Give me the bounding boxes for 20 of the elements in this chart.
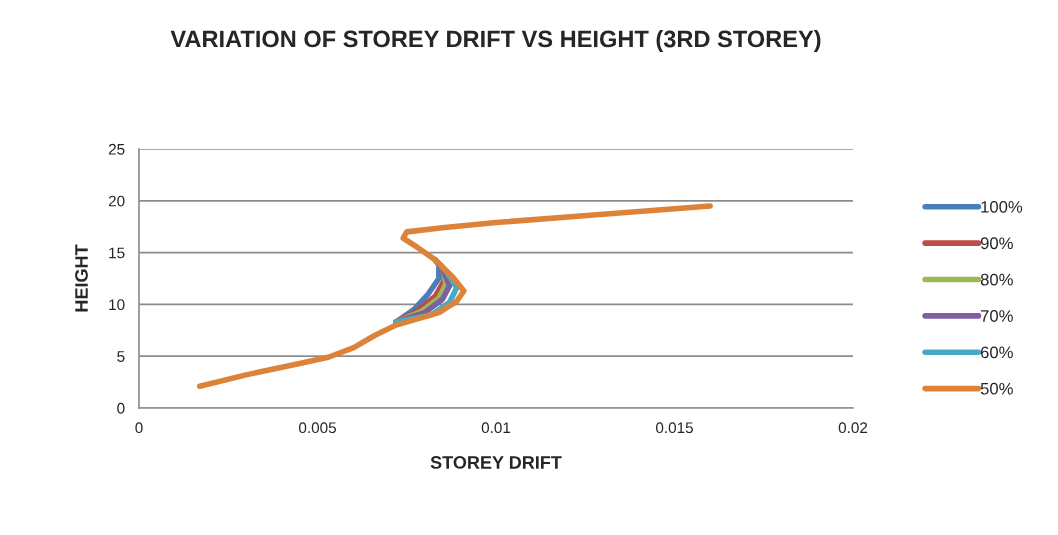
y-tick-label: 5	[117, 351, 125, 362]
y-tick-label: 25	[108, 143, 125, 155]
y-axis-title: HEIGHT	[75, 244, 88, 312]
legend-label: 70%	[980, 310, 1013, 322]
x-tick-label: 0.02	[838, 422, 868, 434]
legend-label: 60%	[980, 346, 1013, 359]
legend-label: 90%	[980, 237, 1013, 250]
chart-title: VARIATION OF STOREY DRIFT VS HEIGHT (3RD STOREY)	[170, 30, 821, 53]
x-tick-label: 0.005	[298, 422, 336, 434]
x-axis-title: STOREY DRIFT	[430, 456, 562, 469]
x-tick-label: 0.01	[481, 422, 511, 434]
legend-label: 80%	[980, 273, 1013, 286]
y-tick-label: 0	[117, 402, 125, 414]
y-tick-label: 15	[109, 247, 125, 259]
y-tick-label: 10	[109, 299, 125, 311]
y-tick-label: 20	[108, 195, 125, 207]
legend-label: 50%	[980, 382, 1013, 395]
legend-label: 100%	[981, 200, 1023, 213]
x-tick-label: 0.015	[655, 422, 693, 434]
x-tick-label: 0	[135, 422, 143, 434]
